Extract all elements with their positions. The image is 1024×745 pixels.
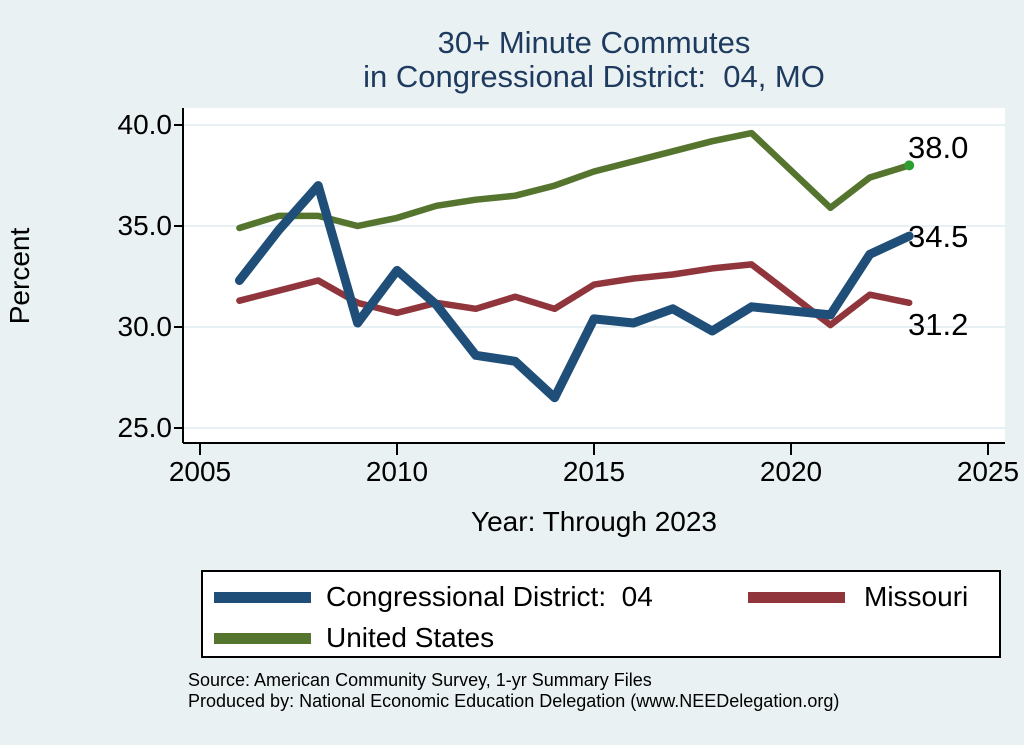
chart-title-line1: 30+ Minute Commutes [437, 25, 751, 60]
line-chart-canvas [174, 108, 1005, 455]
legend-label-united-states: United States [326, 622, 495, 653]
legend-row-2: United States [203, 621, 999, 655]
chart-title-line2: in Congressional District: 04, MO [363, 59, 825, 94]
plot-area [183, 108, 1005, 443]
series-line-1 [236, 261, 913, 329]
legend-swatch-united-states [214, 633, 311, 644]
x-tick-label-2020: 2020 [759, 456, 823, 487]
x-axis-label: Year: Through 2023 [471, 506, 717, 537]
end-label-united-states: 38.0 [908, 130, 969, 165]
chart-title: 30+ Minute Commutes in Congressional Dis… [183, 26, 1005, 94]
x-tick-label-2015: 2015 [562, 456, 626, 487]
y-tick-label-30: 30.0 [117, 311, 173, 342]
legend-swatch-missouri [748, 592, 845, 603]
y-tick-label-40: 40.0 [117, 109, 173, 140]
end-label-district-04: 34.5 [908, 219, 969, 254]
y-axis-label: Percent [4, 227, 35, 325]
series-end-marker-2 [904, 160, 915, 171]
legend-label-missouri: Missouri [864, 581, 969, 612]
legend: Congressional District: 04 Missouri Unit… [201, 570, 1001, 658]
y-tick-label-25: 25.0 [117, 412, 173, 443]
x-tick-label-2010: 2010 [365, 456, 429, 487]
end-label-missouri: 31.2 [908, 307, 969, 342]
source-note: Source: American Community Survey, 1-yr … [188, 670, 988, 712]
series-line-0 [234, 181, 914, 403]
legend-label-district-04: Congressional District: 04 [326, 581, 653, 612]
legend-swatch-district-04 [214, 592, 311, 603]
y-tick-label-35: 35.0 [117, 210, 173, 241]
x-tick-label-2005: 2005 [168, 456, 232, 487]
source-line2: Produced by: National Economic Education… [188, 691, 840, 711]
series-line-2 [236, 129, 913, 232]
source-line1: Source: American Community Survey, 1-yr … [188, 670, 652, 690]
x-tick-label-2025: 2025 [956, 456, 1020, 487]
legend-row-1: Congressional District: 04 Missouri [203, 580, 999, 614]
